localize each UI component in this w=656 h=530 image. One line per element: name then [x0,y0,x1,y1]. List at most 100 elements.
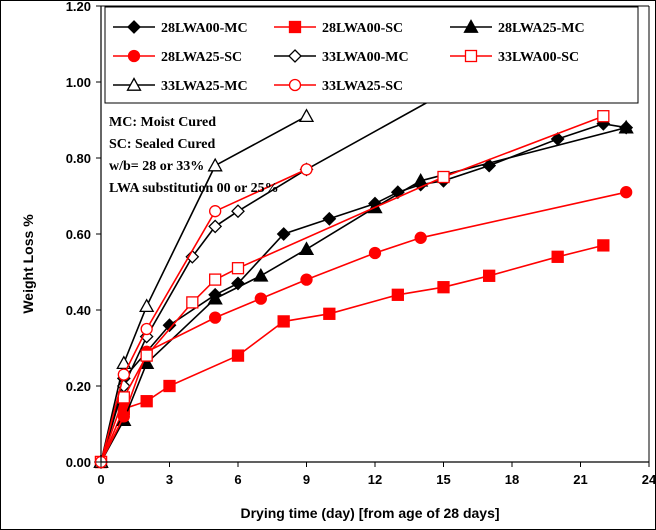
legend-marker [288,20,302,34]
legend-label: 28LWA00-SC [322,21,403,36]
y-axis-title: Weight Loss % [20,214,36,314]
y-tick-label: 0.60 [66,227,91,242]
data-point [209,205,222,218]
data-point [597,110,610,123]
data-point [163,379,176,393]
data-point [207,157,223,172]
legend-label: 33LWA25-MC [161,79,248,94]
data-point [300,163,313,176]
data-point [231,262,245,275]
data-point [276,227,291,241]
data-point [597,239,610,252]
data-point [254,292,267,305]
x-tick-label: 0 [97,472,104,487]
annotation-line: w/b= 28 or 33% [109,159,204,174]
x-tick-label: 12 [368,472,382,487]
legend-marker [288,49,302,63]
data-point [231,204,245,219]
data-point [140,322,153,336]
legend-entry-28lwa25-sc: 28LWA25-SC [113,49,242,65]
legend-entry-28lwa00-mc: 28LWA00-MC [113,20,248,36]
annotation-line: MC: Moist Cured [109,115,216,130]
x-tick-label: 9 [303,472,310,487]
series-line-28lwa25-mc [100,126,627,463]
data-point [298,241,315,256]
series-line-28lwa25-sc [100,191,627,463]
legend-entry-33lwa00-mc: 33LWA00-MC [274,49,409,65]
legend-label: 28LWA00-MC [161,21,248,36]
data-point [117,391,130,404]
data-point [277,315,290,328]
series-line-28lwa00-mc [100,122,627,463]
legend-marker [127,49,141,63]
x-tick-label: 18 [505,472,519,487]
x-axis-title: Drying time (day) [from age of 28 days] [240,505,499,521]
legend-label: 28LWA25-SC [161,50,242,65]
legend-entry-28lwa25-mc: 28LWA25-MC [450,19,585,36]
axes: 0 3 6 9 12 15 18 21 24 0.00 0.20 0.40 0.60 0.80 1.00 1.… [20,1,655,521]
y-tick-label: 0.80 [66,151,91,166]
data-point [186,296,199,309]
y-tick-label: 0.20 [66,379,91,394]
legend-entry-28lwa00-sc: 28LWA00-SC [274,20,403,36]
plot-marks [93,6,634,469]
data-point [413,172,429,187]
legend-label: 33LWA25-SC [322,79,403,94]
y-tick-label: 0.00 [66,455,91,470]
x-tick-label: 15 [436,472,450,487]
legend-marker [127,20,141,34]
data-point [116,355,132,370]
data-point [207,290,223,305]
data-point [551,250,564,263]
legend-marker [126,77,142,91]
data-point [209,273,222,286]
annotation-line: LWA substitution 00 or 25% [109,181,279,196]
data-point [300,273,313,286]
data-point [414,231,427,244]
data-point [391,288,404,301]
data-point [140,395,153,408]
data-point [231,349,245,362]
data-point [437,281,450,294]
legend-entry-33lwa25-mc: 33LWA25-MC [113,77,248,94]
series-line-33lwa25-sc [100,168,307,463]
data-point [322,211,337,226]
legend-box [104,6,639,104]
series-28lwa00-sc [94,239,610,469]
legend-marker [463,19,479,33]
x-tick-label: 24 [642,472,655,487]
y-tick-label: 0.40 [66,303,91,318]
legend-label: 28LWA25-MC [498,21,585,36]
data-point [483,269,496,282]
data-point [140,349,153,362]
data-point [117,410,130,423]
x-tick-label: 21 [573,472,587,487]
data-point [437,170,450,184]
data-point [618,119,634,134]
data-point [323,307,336,320]
data-point [117,368,130,381]
x-tick-label: 3 [166,472,173,487]
annotation-block: MC: Moist Cured SC: Sealed Cured w/b= 28 o… [109,115,279,196]
data-point [208,219,223,234]
data-point [368,246,382,260]
y-tick-label: 1.00 [66,75,91,90]
legend-label: 33LWA00-MC [322,50,409,65]
legend-label: 33LWA00-SC [498,50,579,65]
y-tick-label: 1.20 [66,1,91,14]
data-point [620,186,633,199]
x-tick-label: 6 [234,472,241,487]
legend-marker [288,78,302,92]
data-point [298,108,315,123]
data-point [185,249,200,264]
series-28lwa25-sc [94,186,633,469]
data-point [139,298,155,313]
legend-marker [464,49,478,63]
legend: 28LWA00-MC 28LWA00-SC 28LWA25-MC 28LWA25-SC… [104,6,639,104]
series-line-33lwa00-sc [100,115,604,463]
data-point [253,267,269,282]
legend-entry-33lwa25-sc: 33LWA25-SC [274,78,403,94]
annotation-line: SC: Sealed Cured [109,137,216,152]
legend-entry-33lwa00-sc: 33LWA00-SC [450,49,579,65]
